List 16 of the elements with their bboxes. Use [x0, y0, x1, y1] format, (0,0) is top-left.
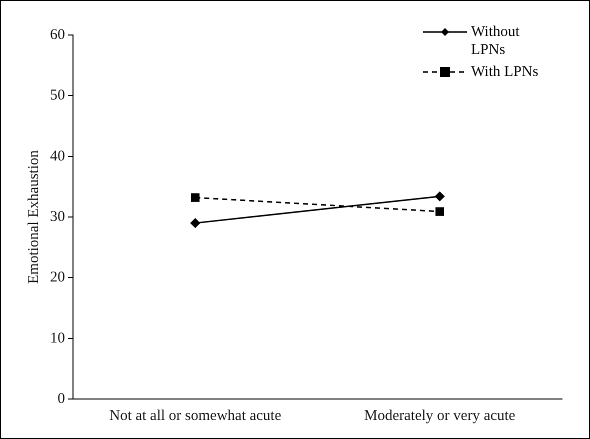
- legend-label: With LPNs: [471, 63, 540, 81]
- y-tick-label: 40: [50, 148, 65, 164]
- legend-label: Without LPNs: [471, 23, 521, 59]
- y-tick-label: 60: [50, 26, 65, 43]
- y-tick-label: 0: [58, 390, 65, 407]
- point: [190, 218, 200, 228]
- y-tick-label: 10: [50, 330, 65, 346]
- x-tick-label: Not at all or somewhat acute: [109, 408, 282, 424]
- point: [435, 192, 444, 202]
- y-tick-label: 50: [50, 88, 65, 104]
- point: [435, 207, 444, 216]
- y-axis-title: Emotional Exhaustion: [26, 150, 42, 284]
- x-tick-label: Moderately or very acute: [364, 408, 516, 424]
- y-tick-label: 30: [50, 208, 65, 225]
- point: [190, 193, 200, 202]
- y-tick-label: 20: [50, 270, 65, 286]
